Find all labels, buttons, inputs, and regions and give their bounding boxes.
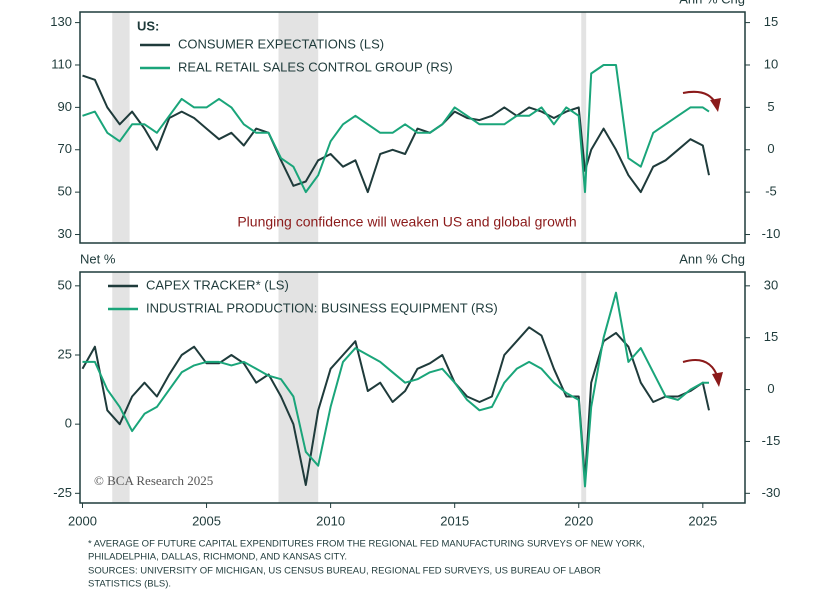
y2-tick-label: 30 [764, 277, 778, 292]
y-tick-label: 30 [58, 226, 72, 241]
y2-axis-label: Ann % Chg [679, 0, 745, 6]
y2-tick-label: 15 [764, 14, 778, 29]
footnote: STATISTICS (BLS). [88, 579, 171, 590]
series-line [82, 64, 710, 194]
y2-tick-label: -30 [762, 485, 781, 500]
series-line [81, 326, 710, 486]
recession-band [278, 272, 319, 503]
plot-frame [79, 11, 746, 244]
footnote: PHILADELPHIA, DALLAS, RICHMOND, AND KANS… [88, 552, 347, 563]
y-tick-label: 50 [58, 184, 72, 199]
x-tick-label: 2000 [68, 513, 97, 528]
y-tick-label: 50 [58, 277, 72, 292]
y-tick-label: -25 [53, 485, 72, 500]
x-tick-label: 2010 [316, 513, 345, 528]
legend-label: REAL RETAIL SALES CONTROL GROUP (RS) [178, 59, 453, 74]
legend-title: US: [137, 18, 159, 33]
x-tick-label: 2020 [564, 513, 593, 528]
y-tick-label: 70 [58, 141, 72, 156]
x-tick-label: 2025 [688, 513, 717, 528]
y-tick-label: 25 [58, 346, 72, 361]
annotation: Plunging confidence will weaken US and g… [237, 214, 576, 230]
arrow-head [712, 372, 723, 387]
series-line [82, 74, 710, 194]
arrow-head [710, 98, 721, 112]
x-tick-label: 2005 [192, 513, 221, 528]
credit: © BCA Research 2025 [94, 473, 213, 488]
recession-band [581, 272, 587, 503]
y-tick-label: 0 [65, 416, 72, 431]
legend-label: CAPEX TRACKER* (LS) [146, 277, 289, 292]
x-tick-label: 2015 [440, 513, 469, 528]
recession-band [278, 12, 319, 243]
trend-arrow [682, 90, 717, 105]
y2-tick-label: -15 [762, 433, 781, 448]
y2-tick-label: -10 [762, 226, 781, 241]
recession-band [581, 12, 587, 243]
y2-tick-label: -5 [765, 184, 777, 199]
legend-label: INDUSTRIAL PRODUCTION: BUSINESS EQUIPMEN… [146, 300, 498, 315]
footnote: * AVERAGE OF FUTURE CAPITAL EXPENDITURES… [88, 539, 645, 550]
y2-axis-label: Ann % Chg [679, 251, 745, 266]
y2-tick-label: 0 [767, 141, 774, 156]
y2-tick-label: 15 [764, 329, 778, 344]
y2-tick-label: 10 [764, 56, 778, 71]
plot-frame [79, 271, 746, 504]
y-tick-label: 110 [51, 56, 72, 71]
footnote: SOURCES: UNIVERSITY OF MICHIGAN, US CENS… [88, 566, 601, 577]
recession-band [112, 272, 130, 503]
y2-tick-label: 0 [767, 381, 774, 396]
y-tick-label: 90 [58, 99, 72, 114]
recession-band [112, 12, 130, 243]
y2-tick-label: 5 [767, 99, 774, 114]
y-tick-label: 130 [50, 14, 72, 29]
legend-label: CONSUMER EXPECTATIONS (LS) [178, 36, 384, 51]
y-axis-label: Net % [80, 251, 116, 266]
series-line [82, 291, 709, 488]
